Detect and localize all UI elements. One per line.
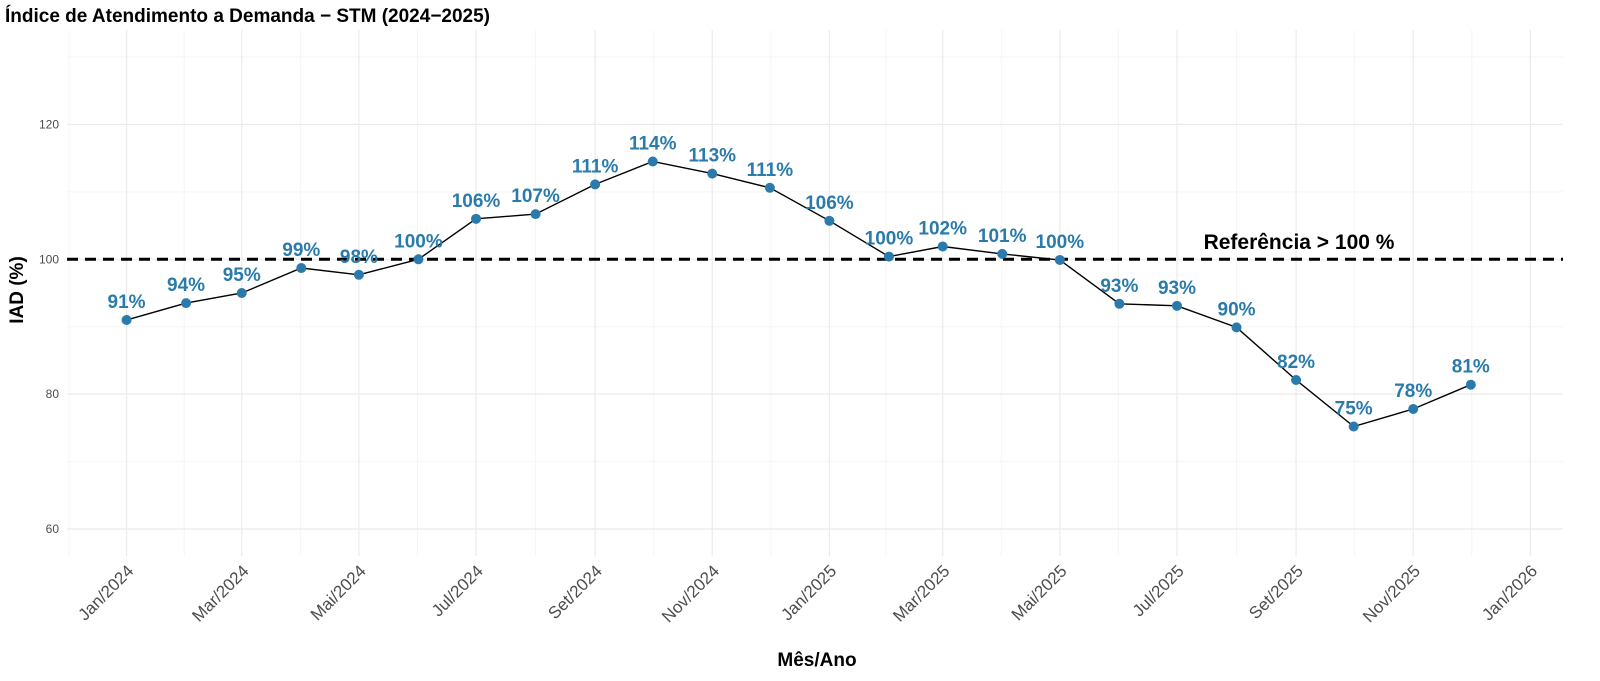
data-label: 99% <box>282 240 320 261</box>
x-tick-label: Jan/2025 <box>777 561 840 624</box>
chart-title: Índice de Atendimento a Demanda − STM (2… <box>5 5 490 27</box>
data-label: 82% <box>1277 352 1315 373</box>
x-tick-label: Mai/2024 <box>307 561 370 624</box>
data-label: 78% <box>1394 381 1432 402</box>
data-labels-group: 91% 94% 95% 99% 98% 100% 106% 107% 111% 114% 113% 1… <box>108 134 1490 420</box>
y-tick-label: 80 <box>46 387 60 401</box>
data-label: 90% <box>1218 299 1256 320</box>
data-point <box>353 269 364 280</box>
data-point <box>1114 298 1125 309</box>
reference-line-label: Referência > 100 % <box>1204 231 1395 254</box>
data-label: 75% <box>1335 399 1373 420</box>
x-tick-label: Mar/2024 <box>188 561 252 625</box>
x-tick-label: Jan/2026 <box>1478 561 1541 624</box>
data-label: 98% <box>340 247 378 268</box>
data-point <box>471 213 482 224</box>
data-point <box>1408 403 1419 414</box>
y-tick-label: 60 <box>46 522 60 536</box>
data-point <box>1465 379 1476 390</box>
x-tick-label: Jan/2024 <box>74 561 137 624</box>
data-point <box>413 254 424 265</box>
y-tick-label: 120 <box>39 117 59 131</box>
y-tick-label: 100 <box>39 252 59 266</box>
x-tick-labels: Jan/2024 Mar/2024 Mai/2024 Jul/2024 Set/2024… <box>74 561 1541 626</box>
data-point <box>121 314 132 325</box>
x-tick-label: Set/2024 <box>544 561 606 623</box>
data-line <box>126 160 1472 428</box>
x-tick-label: Mar/2025 <box>889 561 953 625</box>
data-point <box>530 209 541 220</box>
data-point <box>181 298 192 309</box>
data-point <box>1231 322 1242 333</box>
x-tick-label: Jul/2025 <box>1129 561 1188 620</box>
x-tick-label: Set/2025 <box>1245 561 1307 623</box>
data-label: 113% <box>688 146 736 167</box>
data-point <box>1054 254 1065 265</box>
data-label: 111% <box>572 156 619 177</box>
grid-major <box>67 30 1563 556</box>
data-label: 93% <box>1100 276 1138 297</box>
data-label: 100% <box>1036 232 1085 253</box>
data-label: 95% <box>223 265 261 286</box>
data-points-group <box>121 156 1476 432</box>
data-label: 101% <box>978 226 1027 247</box>
data-line-group <box>126 160 1472 428</box>
data-label: 106% <box>805 193 854 214</box>
data-point <box>236 288 247 298</box>
y-axis-title: IAD (%) <box>7 256 28 324</box>
x-tick-label: Mai/2025 <box>1008 561 1071 624</box>
data-label: 100% <box>865 229 914 250</box>
x-axis-title: Mês/Ano <box>777 650 856 671</box>
data-label: 91% <box>108 292 146 313</box>
data-label: 81% <box>1452 357 1490 378</box>
data-point <box>590 179 601 190</box>
data-label: 107% <box>511 186 560 207</box>
x-tick-label: Nov/2025 <box>1359 561 1424 626</box>
data-point <box>1291 374 1302 385</box>
data-label: 100% <box>394 231 443 252</box>
data-point <box>707 168 718 179</box>
data-label: 102% <box>918 218 967 239</box>
data-label: 106% <box>452 191 501 212</box>
data-point <box>296 263 307 274</box>
data-label: 93% <box>1158 278 1196 299</box>
data-label: 111% <box>747 160 794 181</box>
data-point <box>997 248 1008 259</box>
y-tick-labels: 60 80 100 120 <box>39 117 59 536</box>
x-tick-label: Jul/2024 <box>428 561 487 620</box>
data-point <box>764 182 775 193</box>
data-point <box>647 156 658 167</box>
data-label: 114% <box>629 134 677 155</box>
data-label: 94% <box>167 275 205 296</box>
x-tick-label: Nov/2024 <box>658 561 723 626</box>
data-point <box>883 251 894 262</box>
data-point <box>824 215 835 226</box>
data-point <box>1171 300 1182 311</box>
data-point <box>937 241 948 252</box>
data-point <box>1348 421 1359 432</box>
grid-minor <box>67 30 1563 556</box>
